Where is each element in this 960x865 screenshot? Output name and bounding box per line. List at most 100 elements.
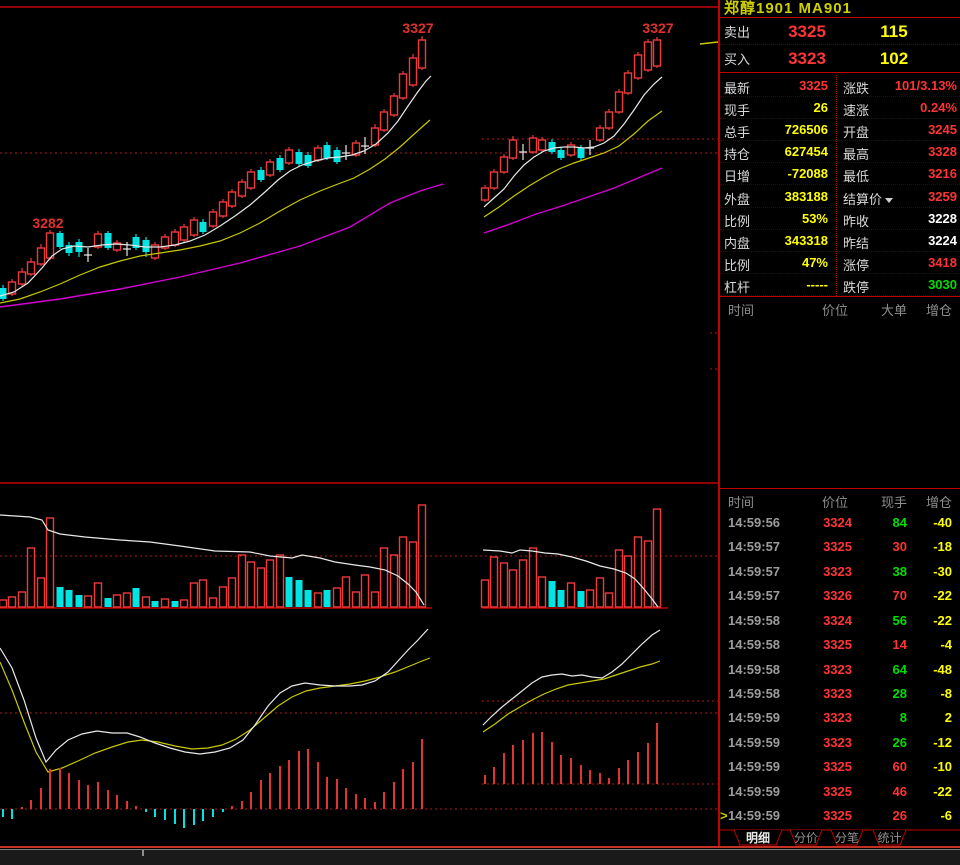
trade-volume: 84 (892, 515, 907, 530)
trade-price: 3323 (823, 685, 852, 701)
price-annotation: 3282 (32, 215, 63, 231)
trade-position-change: -22 (933, 612, 952, 628)
ma-line-white (0, 75, 432, 297)
quote-label: 日增 (724, 169, 751, 185)
candlestick (179, 226, 189, 241)
quote-label: 杠杆 (724, 279, 751, 295)
volume-bar (360, 574, 370, 608)
trade-time: 14:59:58 (728, 637, 781, 653)
ma-line-yellow (483, 110, 663, 218)
trade-price: 3325 (823, 783, 852, 799)
trade-price: 3323 (823, 710, 852, 726)
quote-value: 0.24% (920, 100, 957, 116)
trade-volume: 26 (892, 734, 907, 750)
divider (0, 849, 960, 850)
trade-volume: 56 (892, 612, 907, 628)
ask-label: 卖出 (724, 25, 751, 40)
price-annotation: 3327 (642, 20, 673, 36)
volume-bar (36, 577, 46, 608)
tab-detail[interactable] (733, 829, 783, 846)
quote-row: 现手 26 速涨 0.24% (720, 97, 960, 120)
trade-volume: 14 (892, 637, 907, 653)
tab-stats-label[interactable]: 统计 (877, 831, 901, 845)
volume-bar (499, 562, 509, 608)
quote-label: 昨收 (843, 213, 870, 229)
candlestick (604, 111, 614, 129)
quote-row: 内盘 343318 昨结 3224 (720, 230, 960, 252)
quote-label: 涨跌 (843, 81, 870, 96)
column-header: 时间 (728, 303, 755, 318)
volume-bar (417, 504, 427, 608)
tab-price-dist-label[interactable]: 分价 (794, 831, 818, 845)
candlestick (295, 152, 303, 164)
tab-stats[interactable] (872, 829, 907, 846)
trade-position-change: -22 (933, 783, 952, 799)
quote-value: 26 (813, 100, 828, 116)
price-annotation: 3327 (402, 20, 433, 36)
candlestick (227, 191, 237, 207)
volume-bar (643, 540, 653, 608)
column-header: 时间 (728, 495, 755, 510)
settlement-dropdown-icon[interactable] (885, 197, 894, 203)
candlestick (265, 161, 275, 176)
tab-ticks-label[interactable]: 分笔 (835, 830, 859, 845)
trade-position-change: -40 (933, 515, 952, 530)
column-header: 价位 (821, 495, 848, 510)
volume-bar (0, 599, 8, 608)
tab-ticks[interactable] (830, 829, 864, 846)
divider (0, 846, 960, 848)
quote-value: 3228 (928, 210, 957, 226)
status-strip[interactable] (0, 850, 960, 865)
quote-label: 最高 (843, 147, 870, 163)
quote-value: 53% (801, 210, 828, 226)
open-interest-line (482, 549, 659, 608)
volume-bar (93, 582, 103, 608)
trade-time: 14:59:59 (728, 759, 781, 775)
volume-bar (623, 555, 633, 608)
divider (720, 72, 960, 73)
tab-detail-label[interactable]: 明细 (746, 830, 770, 845)
divider (836, 75, 837, 296)
ma-line-white (483, 76, 663, 208)
candlestick (643, 41, 653, 71)
quote-label[interactable]: 结算价 (843, 189, 894, 208)
trade-price: 3324 (823, 612, 852, 628)
trade-volume: 60 (892, 759, 907, 775)
trade-price: 3325 (823, 637, 852, 653)
bid-price: 3323 (788, 48, 826, 68)
candlestick (208, 211, 218, 227)
quote-value: 3328 (928, 144, 957, 160)
tab-price-dist[interactable] (789, 829, 823, 846)
candlestick (652, 39, 662, 67)
ask-row[interactable]: 卖出 3325 115 (720, 19, 960, 44)
volume-bar (408, 541, 418, 608)
candlestick (557, 150, 565, 158)
price-chart-canvas[interactable]: 3282 3327 3327 (0, 0, 718, 846)
volume-bar (351, 591, 361, 608)
volume-bar (26, 547, 36, 608)
volume-bar (246, 561, 256, 608)
oscillator-yellow (482, 660, 661, 733)
quote-label: 开盘 (843, 125, 870, 141)
volume-bar (45, 517, 55, 608)
trade-row: 14:59:59 3323 26 -12 (720, 731, 960, 755)
trade-row: 14:59:58 3323 64 -48 (720, 658, 960, 682)
ma-line-magenta (483, 167, 663, 234)
quote-row: 日增 -72088 最低 3216 (720, 163, 960, 186)
trade-price: 3324 (823, 515, 852, 530)
oscillator-white (0, 628, 429, 764)
candlestick (132, 237, 140, 248)
trades-table-header: 时间 价位 现手 增仓 (720, 490, 960, 510)
volume-bar (65, 590, 73, 607)
quote-label: 最低 (843, 169, 870, 185)
candlestick (508, 139, 518, 159)
trade-volume: 70 (892, 588, 907, 604)
trade-position-change: -18 (933, 539, 952, 555)
bid-row[interactable]: 买入 3323 102 (720, 46, 960, 71)
ask-price: 3325 (788, 21, 826, 41)
quote-value: 3325 (799, 78, 828, 93)
volume-bar (179, 599, 189, 608)
volume-bar (295, 580, 303, 607)
trade-position-change: -6 (940, 808, 952, 824)
